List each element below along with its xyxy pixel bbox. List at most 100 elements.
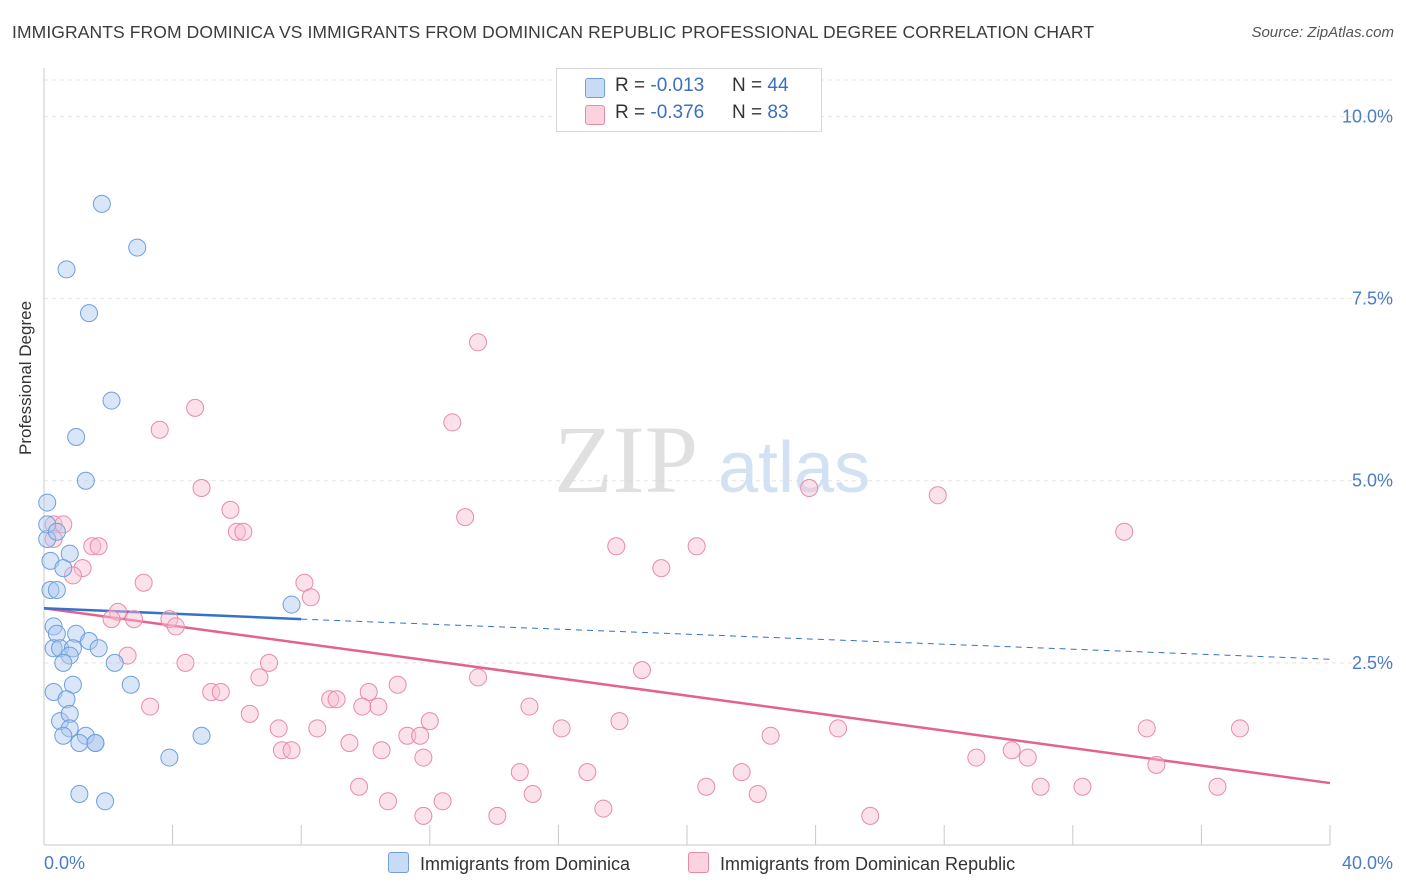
point-dominican-republic xyxy=(221,500,240,519)
point-dominica xyxy=(160,748,179,767)
point-dominican-republic xyxy=(1002,741,1021,760)
trend-line-dominica xyxy=(43,606,302,621)
point-dominican-republic xyxy=(388,675,407,694)
point-dominica xyxy=(92,194,111,213)
series-legend-dominican-republic: Immigrants from Dominican Republic xyxy=(688,852,1015,875)
point-dominican-republic xyxy=(272,741,291,760)
axis-layer: 2.5% 5.0% 7.5% 10.0% 0.0% 40.0% xyxy=(43,68,1393,873)
point-dominican-republic xyxy=(1073,777,1092,796)
legend-r: R = -0.013 xyxy=(615,75,705,96)
point-dominica xyxy=(102,391,121,410)
trend-line-dominica-dashed xyxy=(301,618,1331,660)
point-dominican-republic xyxy=(369,697,388,716)
series-legend-dominica: Immigrants from Dominica xyxy=(388,852,630,875)
point-dominica xyxy=(128,238,147,257)
point-dominican-republic xyxy=(607,537,626,556)
point-dominican-republic xyxy=(398,726,417,745)
point-dominican-republic xyxy=(83,537,102,556)
point-dominica xyxy=(38,530,57,548)
point-dominican-republic xyxy=(227,522,246,541)
point-dominica xyxy=(38,515,57,534)
point-dominican-republic xyxy=(327,690,346,709)
point-dominican-republic xyxy=(800,479,819,497)
point-dominican-republic xyxy=(160,610,179,629)
legend: R = -0.013 N = 44 R = -0.376 N = 83 xyxy=(556,68,822,132)
legend-row-dominican-republic: R = -0.376 N = 83 xyxy=(557,101,821,127)
point-dominican-republic xyxy=(610,712,629,731)
point-dominican-republic xyxy=(433,792,452,811)
point-dominican-republic xyxy=(1147,755,1166,774)
point-dominican-republic xyxy=(141,697,160,716)
point-dominica xyxy=(57,690,76,709)
point-dominican-republic xyxy=(54,515,73,534)
point-dominican-republic xyxy=(469,668,488,687)
point-dominican-republic xyxy=(488,806,507,825)
point-dominican-republic xyxy=(192,479,211,497)
point-dominican-republic xyxy=(456,508,475,527)
point-dominican-republic xyxy=(73,559,92,578)
point-dominican-republic xyxy=(260,653,279,672)
point-dominican-republic xyxy=(761,726,780,745)
point-dominican-republic xyxy=(102,610,121,629)
point-dominican-republic xyxy=(443,413,462,432)
point-dominican-republic xyxy=(372,741,391,760)
point-dominica xyxy=(121,675,140,694)
point-dominican-republic xyxy=(1137,719,1156,738)
legend-n: N = 83 xyxy=(732,102,789,123)
point-dominican-republic xyxy=(240,704,259,723)
point-dominican-republic xyxy=(350,777,369,796)
point-dominican-republic xyxy=(1230,719,1249,738)
point-dominica xyxy=(76,726,95,745)
point-dominican-republic xyxy=(186,398,205,417)
point-dominica xyxy=(47,522,66,541)
point-dominican-republic xyxy=(829,719,848,738)
point-dominican-republic xyxy=(414,748,433,767)
y-axis-label: Professional Degree xyxy=(16,300,35,455)
point-dominican-republic xyxy=(469,333,488,352)
point-dominican-republic xyxy=(1018,748,1037,767)
point-dominica xyxy=(80,304,99,323)
grid-layer xyxy=(44,79,1394,664)
point-dominican-republic xyxy=(632,661,651,680)
point-dominica xyxy=(54,726,73,745)
point-dominica xyxy=(57,260,76,279)
point-dominican-republic xyxy=(202,683,221,701)
point-dominican-republic xyxy=(748,785,767,803)
point-dominican-republic xyxy=(282,741,301,760)
legend-swatch-pink xyxy=(585,105,605,125)
point-dominica xyxy=(60,704,79,723)
point-dominican-republic xyxy=(150,420,169,439)
point-dominican-republic xyxy=(211,683,230,701)
point-dominica xyxy=(51,639,70,658)
point-dominican-republic xyxy=(414,806,433,825)
point-dominican-republic xyxy=(967,748,986,767)
trend-layer xyxy=(43,606,1331,785)
y-tick-label: 7.5% xyxy=(1352,289,1393,309)
point-dominican-republic xyxy=(269,719,288,738)
point-dominican-republic xyxy=(578,763,597,782)
point-dominica xyxy=(51,712,70,731)
point-dominican-republic xyxy=(411,726,430,745)
point-dominica xyxy=(44,639,63,658)
point-dominican-republic xyxy=(321,690,340,709)
point-dominican-republic xyxy=(520,697,539,716)
point-dominican-republic xyxy=(134,573,153,592)
point-dominica xyxy=(41,581,60,599)
point-dominican-republic xyxy=(379,792,398,811)
point-dominica xyxy=(38,493,57,512)
point-dominica xyxy=(70,734,89,752)
series-swatch-blue xyxy=(388,852,409,873)
point-dominican-republic xyxy=(353,697,372,716)
points-layer xyxy=(38,194,1249,825)
watermark-atlas: atlas xyxy=(718,428,870,508)
point-dominica xyxy=(89,639,108,658)
point-dominica xyxy=(86,734,105,752)
chart-title: IMMIGRANTS FROM DOMINICA VS IMMIGRANTS F… xyxy=(12,22,1095,42)
series-name-dominican-republic: Immigrants from Dominican Republic xyxy=(720,854,1016,874)
point-dominica xyxy=(105,653,124,672)
point-dominican-republic xyxy=(652,559,671,578)
trend-line-dominican-republic xyxy=(43,606,1331,785)
point-dominica xyxy=(47,581,66,599)
point-dominican-republic xyxy=(166,617,185,636)
